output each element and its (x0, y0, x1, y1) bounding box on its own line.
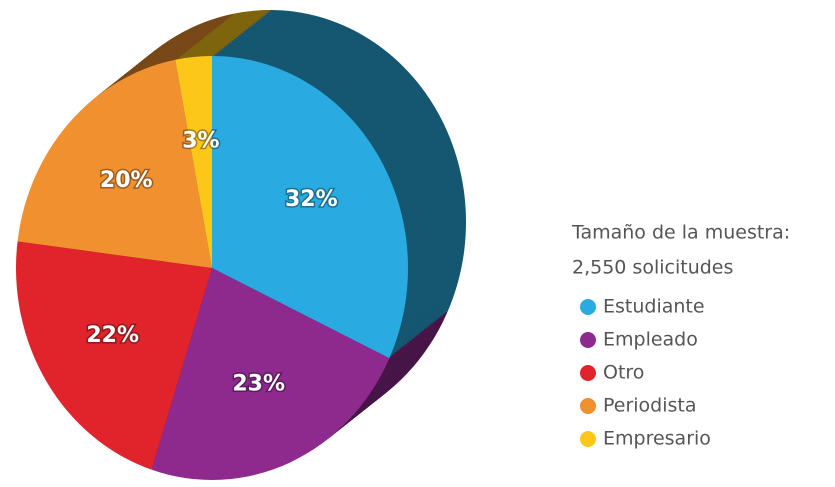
pie-slice (175, 56, 212, 268)
legend-swatch (580, 431, 596, 447)
legend-label: Empleado (603, 329, 698, 351)
subtitle: 2,550 solicitudes (572, 257, 733, 279)
pie-slice (151, 268, 390, 480)
legend-swatch (580, 299, 596, 315)
legend-label: Periodista (603, 395, 697, 417)
data-label: 22% (86, 323, 139, 348)
data-label: 23% (232, 372, 285, 397)
legend-swatch (580, 398, 596, 414)
data-label: 3% (182, 128, 219, 153)
legend-label: Empresario (603, 428, 711, 450)
legend-label: Estudiante (603, 296, 705, 318)
data-label: 20% (100, 168, 153, 193)
subtitle: Tamaño de la muestra: (571, 222, 790, 244)
pie-slice (212, 56, 409, 359)
legend-swatch (580, 365, 596, 381)
data-label: 32% (285, 187, 338, 212)
pie-slice (17, 59, 213, 269)
legend-label: Otro (603, 362, 644, 384)
legend-swatch (580, 332, 596, 348)
pie-slice (15, 241, 212, 470)
